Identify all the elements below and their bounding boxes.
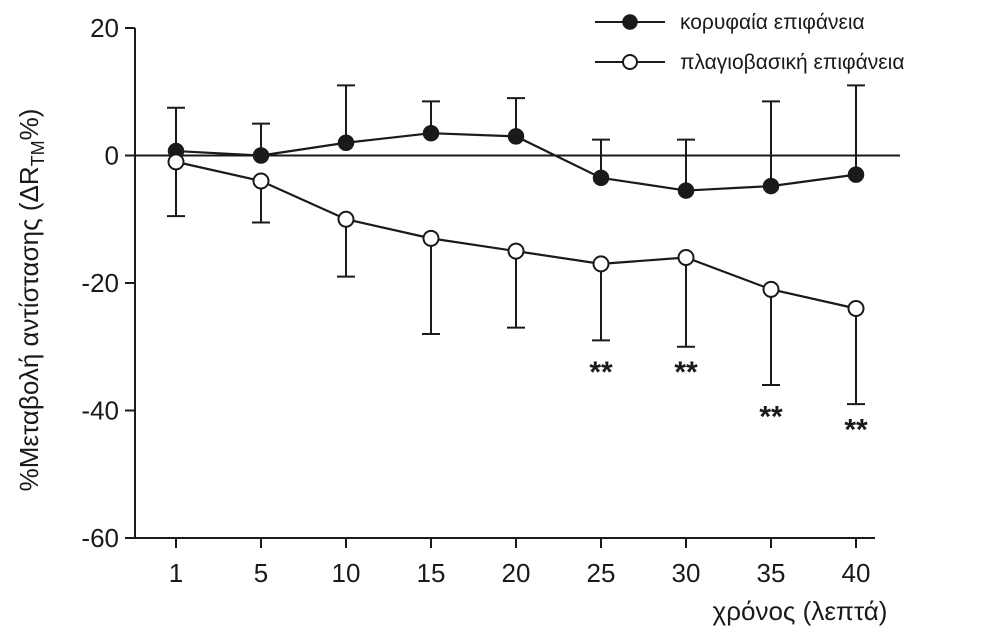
y-axis-title-end: %) bbox=[14, 109, 44, 141]
y-tick-label: 20 bbox=[90, 13, 119, 43]
x-tick-label: 25 bbox=[587, 558, 616, 588]
data-point-filled bbox=[677, 182, 695, 199]
y-tick-label: -20 bbox=[81, 268, 119, 298]
x-axis-title: χρόνος (λεπτά) bbox=[713, 596, 888, 626]
y-axis-title: %Μεταβολή αντίστασης (ΔRTM%) bbox=[14, 109, 48, 492]
x-tick-label: 1 bbox=[169, 558, 183, 588]
data-point-open bbox=[592, 255, 610, 273]
x-tick-label: 30 bbox=[672, 558, 701, 588]
legend-label: κορυφαία επιφάνεια bbox=[680, 11, 865, 34]
data-point-filled bbox=[422, 124, 440, 142]
data-point-open bbox=[337, 210, 355, 228]
data-point-open bbox=[507, 242, 525, 260]
x-tick-label: 20 bbox=[502, 558, 531, 588]
legend-label: πλαγιοβασική επιφάνεια bbox=[680, 51, 904, 74]
data-point-open bbox=[847, 300, 865, 317]
legend: κορυφαία επιφάνεια πλαγιοβασική επιφάνεια bbox=[595, 11, 904, 74]
y-tick-label: -40 bbox=[81, 396, 119, 426]
data-point-open bbox=[422, 229, 440, 247]
data-point-filled bbox=[847, 166, 865, 183]
y-tick-label: 0 bbox=[105, 141, 119, 171]
y-axis-title-main: %Μεταβολή αντίστασης (ΔR bbox=[14, 166, 44, 491]
legend-marker-open bbox=[622, 54, 638, 70]
significance-annotation: ** bbox=[674, 356, 698, 389]
data-point-filled bbox=[252, 147, 270, 164]
axes: 200-20-40-601 5 10 15 20 25 30 35 40 bbox=[81, 13, 875, 588]
significance-annotation: ** bbox=[759, 401, 783, 434]
x-tick-label: 35 bbox=[757, 558, 786, 588]
data-point-filled bbox=[337, 134, 355, 151]
data-point-open bbox=[252, 172, 270, 190]
x-tick-label: 5 bbox=[254, 558, 268, 588]
annotations: ** ** ** ** bbox=[589, 356, 868, 446]
data-point-filled bbox=[507, 128, 525, 145]
x-tick-label: 10 bbox=[332, 558, 361, 588]
significance-annotation: ** bbox=[589, 356, 613, 389]
data-point-open bbox=[167, 153, 185, 171]
data-point-open bbox=[677, 249, 695, 266]
data-point-filled bbox=[762, 177, 780, 195]
x-tick-label: 15 bbox=[417, 558, 446, 588]
significance-annotation: ** bbox=[844, 413, 868, 446]
error-bars bbox=[167, 84, 865, 406]
y-tick-label: -60 bbox=[81, 523, 119, 553]
y-axis-title-subscript: TM bbox=[28, 140, 48, 166]
series-markers bbox=[167, 124, 865, 317]
x-tick-label: 40 bbox=[842, 558, 871, 588]
data-point-filled bbox=[592, 169, 610, 187]
data-point-open bbox=[762, 280, 780, 298]
legend-marker-filled bbox=[622, 14, 638, 30]
